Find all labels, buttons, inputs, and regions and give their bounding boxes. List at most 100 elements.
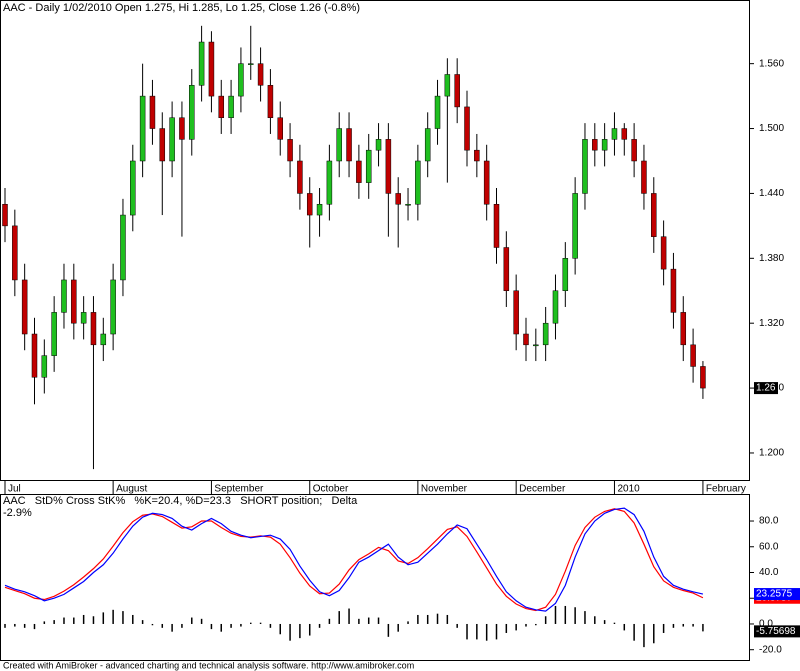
candle-body (660, 236, 667, 270)
candle-body (375, 139, 382, 151)
candle-body (365, 149, 372, 183)
candle-body (601, 139, 608, 151)
candle-body (424, 128, 431, 162)
candle-body (336, 128, 342, 162)
candle-body (90, 312, 97, 346)
footer: Created with AmiBroker - advanced charti… (3, 660, 414, 670)
indicator-line (4, 508, 704, 612)
candle-body (651, 193, 657, 237)
candle-body (680, 312, 687, 346)
indicator-pane (0, 494, 750, 661)
candle-body (641, 160, 647, 194)
candle-body (218, 95, 225, 118)
last-price-label: 1.26 (756, 383, 776, 394)
y-tick-label: 40.0 (759, 567, 779, 578)
candle-body (189, 85, 195, 140)
candle-body (631, 139, 637, 162)
candle-body (80, 312, 87, 324)
candle-body (542, 322, 549, 346)
candle-body (572, 193, 578, 259)
candle-body (149, 95, 156, 129)
y-tick-label: 1.320 (759, 318, 784, 329)
y-tick-label: -20.0 (759, 644, 782, 655)
last-value-label: -5.75698 (756, 626, 796, 637)
candle-body (474, 149, 480, 162)
indicator-title: AAC StD% Cross StK% %K=20.4, %D=23.3 SHO… (3, 495, 358, 507)
candle-body (100, 333, 107, 346)
candle-body (120, 214, 126, 281)
candle-body (277, 117, 283, 140)
y-tick-label: 1.380 (759, 253, 784, 264)
x-tick-label: October (313, 484, 349, 495)
candle-body (385, 139, 392, 194)
candle-body (248, 63, 254, 65)
candle-body (2, 203, 8, 227)
candle-body (139, 95, 146, 162)
candle-body (533, 344, 539, 347)
x-tick-label: September (214, 484, 264, 495)
candle-body (238, 63, 244, 97)
candle-body (523, 333, 529, 346)
y-tick-label: 80.0 (759, 516, 779, 527)
candle-body (12, 225, 18, 281)
x-tick-label: November (421, 484, 468, 495)
x-tick-label: December (519, 484, 566, 495)
candle-body (454, 74, 460, 108)
candle-body (405, 203, 411, 206)
candle-body (51, 312, 57, 356)
y-tick-label: 1.200 (759, 448, 784, 459)
candle-body (621, 128, 628, 140)
candle-body (346, 128, 352, 162)
candle-body (326, 160, 333, 205)
candle-body (267, 85, 274, 118)
candle-body (395, 193, 401, 205)
candle-body (130, 160, 136, 216)
indicator-line (4, 507, 704, 612)
candle-body (257, 63, 264, 86)
y-tick-label: 60.0 (759, 541, 779, 552)
candle-body (700, 366, 706, 389)
x-tick-label: Jul (8, 484, 21, 495)
candle-body (611, 128, 618, 140)
candle-body (21, 279, 28, 335)
y-tick-label: 1.440 (759, 188, 784, 199)
candle-body (110, 279, 116, 335)
candle-body (670, 268, 677, 313)
x-tick-label: February (706, 484, 746, 495)
candle-body (483, 160, 490, 205)
candle-body (415, 160, 421, 205)
candle-body (316, 203, 323, 216)
candle-body (444, 74, 451, 97)
candle-body (71, 279, 77, 324)
candle-body (41, 355, 48, 378)
candle-body (493, 203, 500, 248)
candle-body (287, 139, 293, 162)
candle-body (513, 290, 519, 335)
candle-body (464, 106, 470, 151)
candle-body (208, 41, 215, 97)
y-tick-label: 0.0 (759, 619, 773, 630)
last-value-box (754, 588, 800, 601)
candle-body (690, 344, 696, 367)
indicator-subtitle: -2.9% (3, 507, 32, 519)
candle-body (562, 258, 569, 292)
candle-body (582, 139, 588, 194)
candle-body (503, 247, 510, 292)
candle-body (356, 160, 362, 183)
candle-body (297, 160, 303, 194)
price-pane (0, 0, 750, 481)
y-tick-label: 1.500 (759, 123, 784, 134)
y-tick-label: 1.560 (759, 58, 784, 69)
candle-body (552, 290, 559, 324)
candle-body (169, 117, 175, 162)
x-tick-label: August (116, 484, 147, 495)
candle-body (434, 95, 441, 129)
candle-body (306, 193, 313, 216)
last-value-box (754, 625, 800, 638)
last-value-label: 23.2575 (756, 589, 793, 600)
candle-body (592, 139, 598, 151)
candle-body (198, 41, 205, 86)
candle-body (61, 279, 67, 313)
